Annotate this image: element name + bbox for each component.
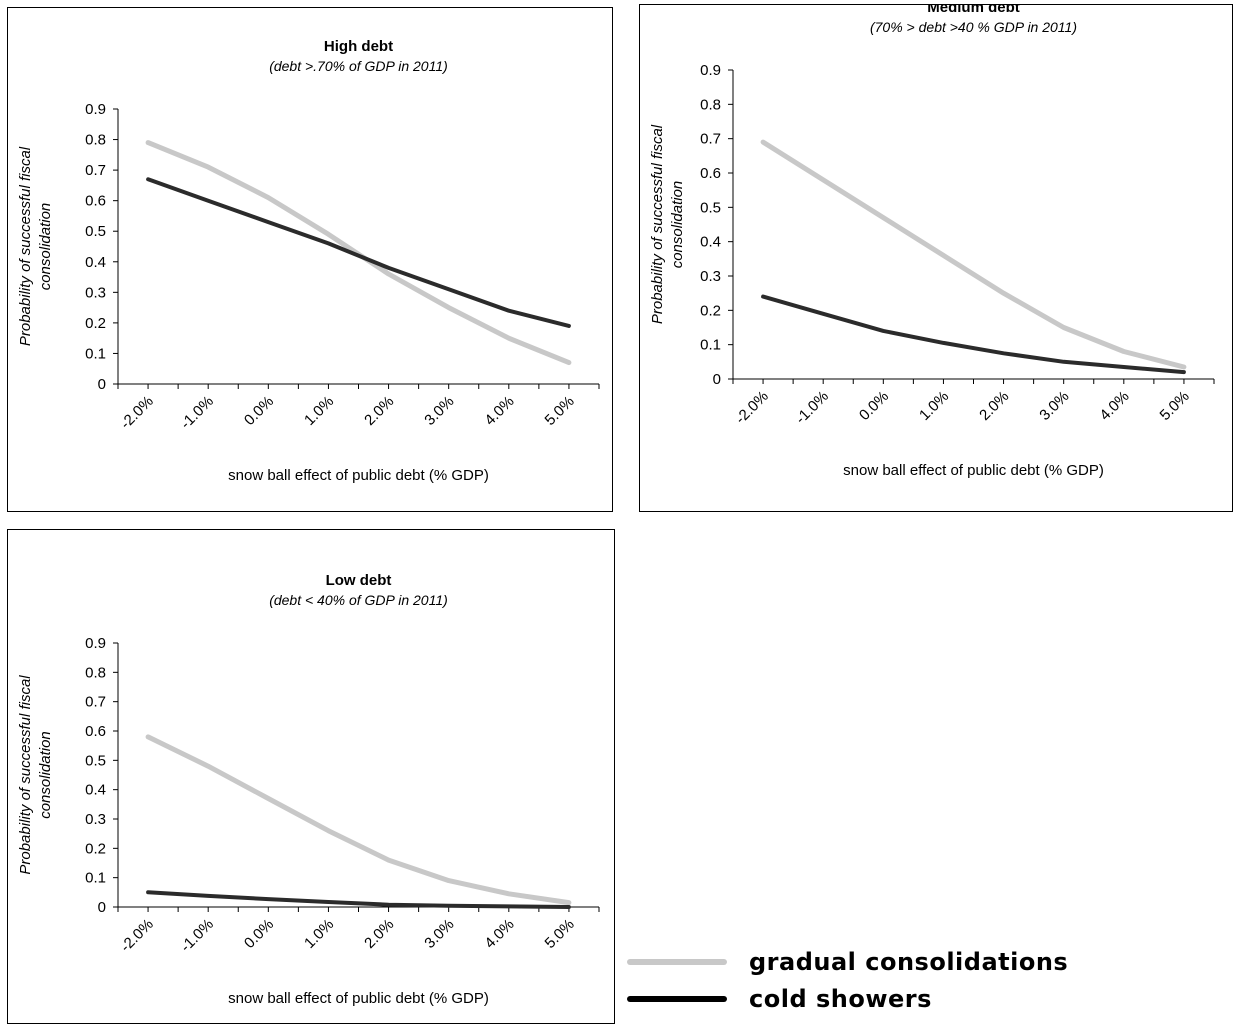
chart-panel-low-debt: Low debt (debt < 40% of GDP in 2011) 0 0.1 0… <box>7 529 615 1024</box>
y-tick-label: 0.1 <box>700 337 721 354</box>
y-tick-label: 0.4 <box>85 782 106 799</box>
y-tick-label: 0.2 <box>85 840 106 857</box>
y-tick-label: 0.9 <box>85 101 106 118</box>
x-tick-label: -2.0% <box>117 916 157 956</box>
x-tick-label: 5.0% <box>542 916 578 952</box>
x-axis-label: snow ball effect of public debt (% GDP) <box>843 462 1104 479</box>
y-tick-label: 0 <box>98 899 106 916</box>
series-line-gradual-consolidations <box>145 734 572 906</box>
x-axis-label: snow ball effect of public debt (% GDP) <box>228 990 489 1007</box>
series-line-cold-showers <box>146 177 571 328</box>
legend-label-gradual: gradual consolidations <box>749 948 1069 976</box>
y-axis-label: Probability of successful fiscal <box>17 146 34 346</box>
x-tick-label: -1.0% <box>792 388 832 428</box>
x-tick-label: 3.0% <box>421 916 457 952</box>
x-tick-label: 2.0% <box>976 388 1012 424</box>
y-tick-label: 0.5 <box>700 199 721 216</box>
y-axis-label: Probability of successful fiscal <box>649 124 666 324</box>
x-tick-label: -2.0% <box>117 393 157 433</box>
x-tick-label: 1.0% <box>301 393 337 429</box>
x-tick-label: 1.0% <box>916 388 952 424</box>
y-tick-label: 0.4 <box>700 234 721 251</box>
y-axis-label: Probability of successful fiscal <box>17 675 34 875</box>
x-tick-label: 2.0% <box>361 393 397 429</box>
x-tick-label: 4.0% <box>481 916 517 952</box>
legend-label-cold: cold showers <box>749 985 932 1013</box>
legend: gradual consolidations cold showers <box>627 940 1227 1020</box>
chart-subtitle: (debt < 40% of GDP in 2011) <box>269 592 448 608</box>
series-line-gradual-consolidations <box>760 139 1187 370</box>
y-tick-label: 0.6 <box>85 723 106 740</box>
series-line-cold-showers <box>146 890 571 909</box>
x-tick-label: 4.0% <box>481 393 517 429</box>
y-tick-label: 0.7 <box>85 162 106 179</box>
x-tick-label: -1.0% <box>177 916 217 956</box>
chart-title: Low debt <box>326 572 392 589</box>
y-tick-label: 0.3 <box>700 268 721 285</box>
y-tick-label: 0.6 <box>700 165 721 182</box>
legend-item-gradual: gradual consolidations <box>627 948 1068 976</box>
x-tick-label: 3.0% <box>1036 388 1072 424</box>
y-axis-label: consolidation <box>37 203 54 291</box>
y-tick-label: 0.7 <box>85 694 106 711</box>
x-tick-label: 5.0% <box>1157 388 1193 424</box>
chart-panel-medium-debt: Medium debt (70% > debt >40 % GDP in 2011… <box>639 0 1233 512</box>
legend-swatch-gradual <box>627 959 727 965</box>
legend-item-cold: cold showers <box>627 985 932 1013</box>
y-axis-label: consolidation <box>37 731 54 819</box>
x-tick-label: 4.0% <box>1096 388 1132 424</box>
chart-medium-debt: Medium debt (70% > debt >40 % GDP in 2011… <box>649 0 1215 479</box>
series-line-gradual-consolidations <box>145 140 572 366</box>
x-tick-label: 0.0% <box>241 916 277 952</box>
y-tick-label: 0.6 <box>85 193 106 210</box>
y-tick-label: 0.3 <box>85 811 106 828</box>
x-tick-label: 0.0% <box>241 393 277 429</box>
y-tick-label: 0.9 <box>700 62 721 79</box>
y-tick-label: 0.4 <box>85 254 106 271</box>
y-tick-label: 0.5 <box>85 752 106 769</box>
x-tick-label: 0.0% <box>856 388 892 424</box>
y-tick-label: 0.7 <box>700 131 721 148</box>
x-axis-label: snow ball effect of public debt (% GDP) <box>228 467 489 484</box>
x-tick-label: 1.0% <box>301 916 337 952</box>
chart-panel-high-debt: High debt (debt >.70% of GDP in 2011) 0 0.1… <box>7 7 613 512</box>
x-tick-label: 2.0% <box>361 916 397 952</box>
chart-low-debt: Low debt (debt < 40% of GDP in 2011) 0 0.1 0… <box>17 572 600 1007</box>
y-tick-label: 0 <box>98 376 106 393</box>
chart-subtitle: (70% > debt >40 % GDP in 2011) <box>870 19 1077 35</box>
y-tick-label: 0.1 <box>85 345 106 362</box>
y-tick-label: 0 <box>713 371 721 388</box>
y-tick-label: 0.1 <box>85 870 106 887</box>
chart-subtitle: (debt >.70% of GDP in 2011) <box>269 58 448 74</box>
chart-high-debt: High debt (debt >.70% of GDP in 2011) 0 0.1… <box>17 38 600 484</box>
x-tick-label: -2.0% <box>732 388 772 428</box>
y-tick-label: 0.8 <box>700 96 721 113</box>
x-tick-label: 3.0% <box>421 393 457 429</box>
y-tick-label: 0.9 <box>85 635 106 652</box>
legend-swatch-cold <box>627 996 727 1002</box>
series-line-cold-showers <box>761 294 1186 375</box>
chart-title: High debt <box>324 38 393 55</box>
y-tick-label: 0.8 <box>85 664 106 681</box>
y-tick-label: 0.3 <box>85 284 106 301</box>
y-tick-label: 0.8 <box>85 132 106 149</box>
y-tick-label: 0.2 <box>700 302 721 319</box>
x-tick-label: 5.0% <box>542 393 578 429</box>
y-tick-label: 0.2 <box>85 315 106 332</box>
chart-title: Medium debt <box>927 5 1020 16</box>
y-tick-label: 0.5 <box>85 223 106 240</box>
y-axis-label: consolidation <box>669 181 686 269</box>
x-tick-label: -1.0% <box>177 393 217 433</box>
